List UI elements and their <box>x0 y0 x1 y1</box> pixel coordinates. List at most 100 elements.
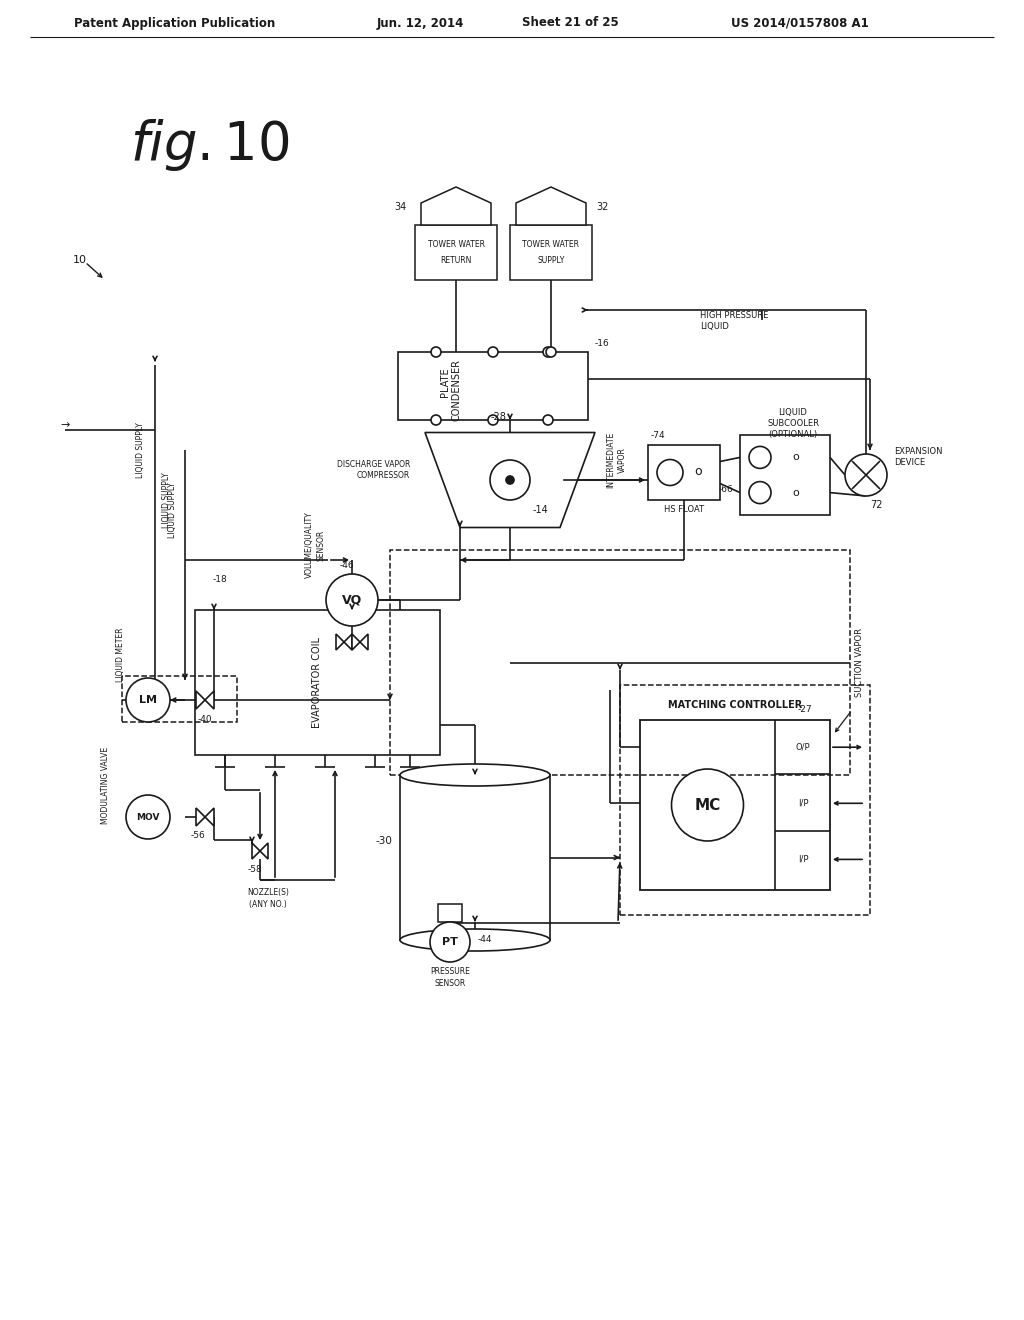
Ellipse shape <box>400 929 550 950</box>
Text: I/P: I/P <box>798 799 808 808</box>
Text: LIQUID SUPPLY: LIQUID SUPPLY <box>162 473 171 528</box>
Text: PRESSURE: PRESSURE <box>430 968 470 977</box>
Polygon shape <box>352 634 368 649</box>
Circle shape <box>749 446 771 469</box>
Bar <box>390 550 850 775</box>
Text: -40: -40 <box>198 714 212 723</box>
Text: NOZZLE(S): NOZZLE(S) <box>247 887 289 896</box>
Text: (OPTIONAL): (OPTIONAL) <box>768 430 817 440</box>
Text: SUBCOOLER: SUBCOOLER <box>767 420 819 429</box>
Bar <box>195 610 440 755</box>
Text: →: → <box>60 420 70 430</box>
Circle shape <box>749 482 771 504</box>
Bar <box>620 685 870 915</box>
Bar <box>415 224 497 280</box>
Text: Sheet 21 of 25: Sheet 21 of 25 <box>521 16 618 29</box>
Text: LIQUID: LIQUID <box>700 322 729 331</box>
Circle shape <box>430 921 470 962</box>
Text: -18: -18 <box>213 576 227 585</box>
Bar <box>398 352 588 420</box>
Circle shape <box>326 574 378 626</box>
Text: SUCTION VAPOR: SUCTION VAPOR <box>855 628 864 697</box>
Text: Jun. 12, 2014: Jun. 12, 2014 <box>376 16 464 29</box>
Text: -46: -46 <box>340 561 354 569</box>
Text: 34: 34 <box>394 202 407 213</box>
Text: INTERMEDIATE
VAPOR: INTERMEDIATE VAPOR <box>606 432 628 488</box>
Text: SENSOR: SENSOR <box>434 979 466 989</box>
Polygon shape <box>196 808 214 826</box>
Text: 10: 10 <box>73 255 87 265</box>
Bar <box>648 445 720 500</box>
Text: TOWER WATER: TOWER WATER <box>427 240 484 249</box>
Circle shape <box>431 414 441 425</box>
Circle shape <box>543 347 553 356</box>
Text: -14: -14 <box>532 506 548 515</box>
Circle shape <box>546 347 556 356</box>
Circle shape <box>126 678 170 722</box>
Text: HS FLOAT: HS FLOAT <box>664 506 705 515</box>
Text: -56: -56 <box>190 832 206 841</box>
Text: LIQUID SUPPLY: LIQUID SUPPLY <box>169 482 177 537</box>
Circle shape <box>431 347 441 356</box>
Text: I/P: I/P <box>798 855 808 863</box>
Text: -74: -74 <box>650 430 666 440</box>
Text: O/P: O/P <box>796 743 810 751</box>
Text: MOV: MOV <box>136 813 160 821</box>
Text: PLATE: PLATE <box>440 367 450 397</box>
Circle shape <box>126 795 170 840</box>
Text: LIQUID: LIQUID <box>778 408 808 417</box>
Text: -44: -44 <box>478 935 493 944</box>
Text: 72: 72 <box>869 500 883 510</box>
Text: LIQUID SUPPLY: LIQUID SUPPLY <box>135 422 144 478</box>
Text: -58: -58 <box>248 865 262 874</box>
Text: Patent Application Publication: Patent Application Publication <box>75 16 275 29</box>
Text: $\mathit{fig.10}$: $\mathit{fig.10}$ <box>130 117 290 173</box>
Polygon shape <box>196 690 214 709</box>
Circle shape <box>657 459 683 486</box>
Text: HIGH PRESSURE: HIGH PRESSURE <box>700 310 768 319</box>
Text: (ANY NO.): (ANY NO.) <box>249 899 287 908</box>
Polygon shape <box>336 634 352 649</box>
Circle shape <box>506 477 514 484</box>
Text: EVAPORATOR COIL: EVAPORATOR COIL <box>312 638 323 729</box>
Text: -66: -66 <box>719 486 733 495</box>
Circle shape <box>488 347 498 356</box>
Polygon shape <box>516 187 586 224</box>
Text: LM: LM <box>139 696 157 705</box>
Text: VQ: VQ <box>342 594 362 606</box>
Text: -16: -16 <box>595 339 609 348</box>
Text: o: o <box>793 453 800 462</box>
Text: -30: -30 <box>375 836 392 846</box>
Bar <box>510 224 592 280</box>
Text: RETURN: RETURN <box>440 256 472 265</box>
Text: MATCHING CONTROLLER: MATCHING CONTROLLER <box>668 700 802 710</box>
Ellipse shape <box>400 764 550 785</box>
Circle shape <box>490 459 530 500</box>
Text: SUPPLY: SUPPLY <box>538 256 564 265</box>
Bar <box>740 436 830 515</box>
Circle shape <box>543 414 553 425</box>
Text: DISCHARGE VAPOR
COMPRESSOR: DISCHARGE VAPOR COMPRESSOR <box>337 459 410 480</box>
Bar <box>640 719 830 890</box>
Text: LIQUID METER: LIQUID METER <box>116 628 125 682</box>
Text: EXPANSION
DEVICE: EXPANSION DEVICE <box>894 446 942 467</box>
Text: -27: -27 <box>798 705 812 714</box>
Bar <box>400 775 550 940</box>
Bar <box>438 904 462 921</box>
Text: MODULATING VALVE: MODULATING VALVE <box>100 746 110 824</box>
Text: CONDENSER: CONDENSER <box>452 359 462 421</box>
Text: PT: PT <box>442 937 458 946</box>
Text: MC: MC <box>694 797 721 813</box>
Bar <box>122 676 237 722</box>
Text: VOLUME/QUALITY
SENSOR: VOLUME/QUALITY SENSOR <box>304 512 326 578</box>
Circle shape <box>488 414 498 425</box>
Circle shape <box>672 770 743 841</box>
Polygon shape <box>425 433 595 528</box>
Text: o: o <box>793 487 800 498</box>
Text: US 2014/0157808 A1: US 2014/0157808 A1 <box>731 16 869 29</box>
Text: -28: -28 <box>490 412 506 422</box>
Text: o: o <box>694 465 701 478</box>
Polygon shape <box>421 187 490 224</box>
Text: TOWER WATER: TOWER WATER <box>522 240 580 249</box>
Text: 32: 32 <box>596 202 608 213</box>
